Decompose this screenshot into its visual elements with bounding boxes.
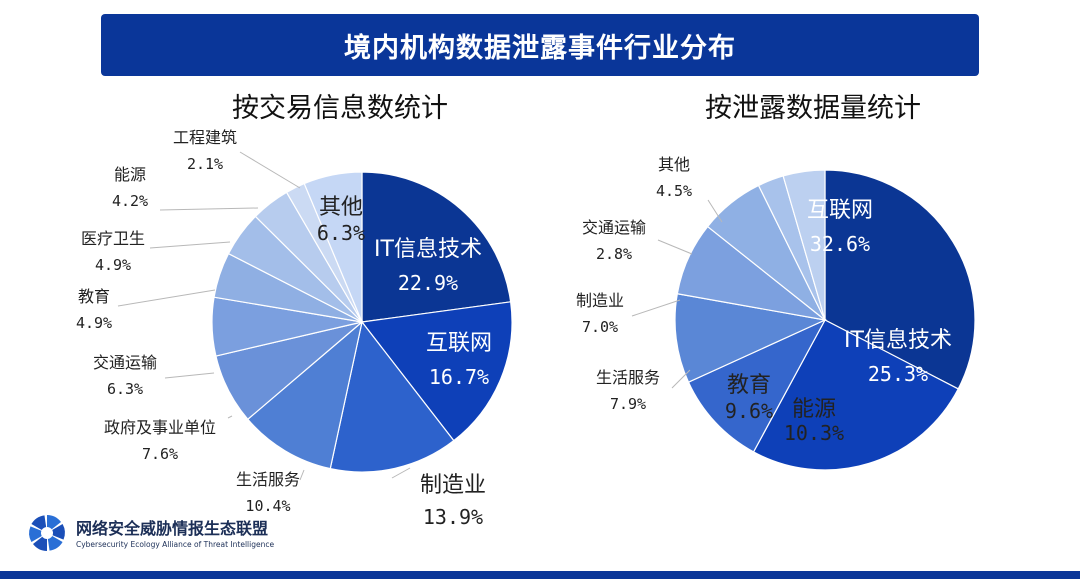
slice-value-label: 4.9% — [76, 314, 112, 332]
slice-value-label: 7.6% — [142, 445, 178, 463]
pie-slice-left-0 — [361, 171, 512, 323]
leader-line — [657, 239, 693, 255]
slice-name-label: 制造业 — [420, 473, 486, 498]
slice-name-label: 互联网 — [426, 331, 492, 356]
pie-slice-left-3 — [246, 320, 363, 470]
pie-slice-left-10 — [303, 171, 363, 323]
slice-name-label: 教育 — [78, 287, 110, 306]
leader-line — [117, 289, 216, 307]
slice-name-label: 制造业 — [576, 291, 624, 310]
slice-value-label: 2.8% — [596, 245, 632, 263]
alliance-logo: 网络安全威胁情报生态联盟 Cybersecurity Ecology Allia… — [26, 512, 276, 556]
logo-name-cn: 网络安全威胁情报生态联盟 — [76, 519, 269, 538]
pie-slice-right-0 — [824, 169, 976, 390]
slice-value-label: 6.3% — [317, 221, 365, 245]
slice-value-label: 10.4% — [245, 497, 290, 515]
slice-value-label: 32.6% — [810, 232, 870, 256]
page-title: 境内机构数据泄露事件行业分布 — [344, 32, 736, 64]
slice-name-label: 生活服务 — [236, 470, 300, 489]
logo-petal — [29, 526, 47, 542]
slice-value-label: 4.5% — [656, 182, 692, 200]
leader-line — [239, 151, 301, 189]
alliance-logo-icon — [29, 515, 65, 551]
slice-value-label: 9.6% — [725, 399, 773, 423]
slice-name-label: IT信息技术 — [844, 328, 952, 353]
leader-line — [149, 241, 231, 249]
right-chart-title: 按泄露数据量统计 — [705, 93, 921, 124]
pie-slice-right-3 — [674, 293, 828, 383]
logo-name-en: Cybersecurity Ecology Alliance of Threat… — [76, 540, 275, 549]
slice-name-label: IT信息技术 — [374, 237, 482, 262]
slice-value-label: 22.9% — [398, 271, 458, 295]
leader-line — [159, 207, 259, 211]
slice-value-label: 4.2% — [112, 192, 148, 210]
slice-value-label: 4.9% — [95, 256, 131, 274]
pie-slice-left-1 — [360, 301, 513, 442]
leader-line — [164, 372, 215, 379]
slice-name-label: 交通运输 — [582, 218, 646, 237]
slice-value-label: 7.0% — [582, 318, 618, 336]
slice-value-label: 10.3% — [784, 421, 844, 445]
leader-line — [631, 299, 681, 317]
slice-value-label: 7.9% — [610, 395, 646, 413]
slice-name-label: 教育 — [727, 373, 771, 398]
slice-value-label: 16.7% — [429, 365, 489, 389]
slice-name-label: 医疗卫生 — [81, 229, 145, 248]
footer-bar — [0, 571, 1080, 579]
slice-name-label: 政府及事业单位 — [104, 418, 216, 437]
slice-value-label: 6.3% — [107, 380, 143, 398]
slice-name-label: 互联网 — [807, 198, 873, 223]
slice-value-label: 2.1% — [187, 155, 223, 173]
slice-name-label: 生活服务 — [596, 368, 660, 387]
leader-line — [299, 469, 305, 481]
pie-slice-right-7 — [782, 169, 826, 321]
left-chart-title: 按交易信息数统计 — [232, 93, 448, 124]
leader-line — [707, 199, 723, 223]
slice-name-label: 能源 — [114, 165, 146, 184]
logo-center — [41, 527, 53, 539]
pie-slice-left-2 — [329, 320, 455, 473]
slice-name-label: 其他 — [658, 155, 690, 174]
pie-slice-right-2 — [687, 318, 827, 453]
slice-name-label: 其他 — [319, 195, 363, 220]
leader-line — [671, 369, 691, 389]
logo-petal — [47, 524, 65, 540]
leader-line — [227, 415, 233, 419]
slice-name-label: 能源 — [792, 397, 836, 422]
leader-line — [391, 467, 411, 479]
slice-value-label: 25.3% — [868, 362, 928, 386]
slice-name-label: 工程建筑 — [173, 128, 237, 147]
slice-value-label: 13.9% — [423, 505, 483, 529]
title-banner: 境内机构数据泄露事件行业分布 — [101, 14, 979, 76]
slice-name-label: 交通运输 — [93, 353, 157, 372]
